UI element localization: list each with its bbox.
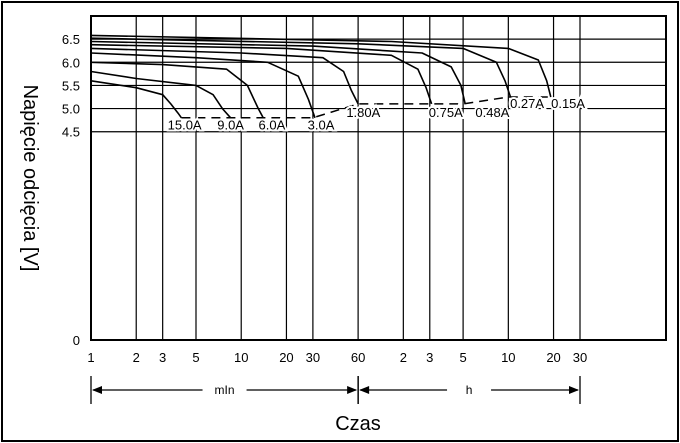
series-data-label: 15.0A	[168, 117, 202, 132]
series-data-label: 3.0A	[308, 117, 335, 132]
y-tick-label: 6.5	[62, 32, 80, 47]
x-tick-label: 20	[546, 350, 560, 365]
range-label: h	[466, 383, 473, 397]
series-line	[90, 37, 512, 98]
x-tick-label: 10	[501, 350, 515, 365]
range-arrowhead	[92, 386, 102, 394]
range-arrowhead	[347, 386, 358, 394]
y-tick-label: 6.0	[62, 55, 80, 70]
series-data-label: 0.15A	[551, 96, 585, 111]
series-data-label: 9.0A	[217, 117, 244, 132]
y-axis-label: Napięcie odcięcia [V]	[19, 85, 41, 272]
series-line	[90, 80, 183, 119]
series-data-label: 0.75A	[429, 105, 463, 120]
series-line	[90, 70, 232, 119]
series-layer	[90, 34, 552, 119]
y-tick-label: 5.0	[62, 102, 80, 117]
y-tick-label: 0	[73, 333, 80, 348]
x-tick-label: 5	[192, 350, 199, 365]
x-tick-label: 3	[426, 350, 433, 365]
x-tick-label: 2	[133, 350, 140, 365]
grid	[90, 16, 666, 340]
x-tick-label: 20	[279, 350, 293, 365]
x-tick-label: 30	[306, 350, 320, 365]
x-axis-label: Czas	[335, 413, 381, 435]
x-tick-labels: 1 2 3 5 10 20 30 60 2 3 5 10 20 30	[87, 350, 587, 365]
series-line	[90, 43, 433, 105]
cutoff-line	[181, 96, 548, 119]
cutoff-layer	[181, 96, 548, 119]
series-line	[90, 52, 316, 119]
y-tick-labels: 0 4.5 5.0 5.5 6.0 6.5	[62, 32, 80, 348]
x-tick-label: 10	[234, 350, 248, 365]
range-arrowhead	[359, 386, 370, 394]
series-data-label: 6.0A	[259, 117, 286, 132]
range-arrowhead	[569, 386, 579, 394]
x-tick-label: 1	[87, 350, 94, 365]
series-line	[90, 40, 466, 105]
x-tick-label: 60	[351, 350, 365, 365]
series-data-label: 1.80A	[346, 105, 380, 120]
series-line	[90, 34, 552, 98]
x-tick-label: 2	[400, 350, 407, 365]
y-tick-label: 4.5	[62, 125, 80, 140]
range-label: mIn	[215, 383, 235, 397]
y-tick-label: 5.5	[62, 78, 80, 93]
range-annotations: mIn h	[90, 376, 581, 404]
series-line	[90, 61, 264, 119]
x-tick-label: 5	[459, 350, 466, 365]
series-data-label: 0.48A	[475, 105, 509, 120]
x-tick-label: 30	[573, 350, 587, 365]
series-line	[90, 47, 359, 105]
series-data-label: 0.27A	[510, 96, 544, 111]
x-tick-label: 3	[159, 350, 166, 365]
